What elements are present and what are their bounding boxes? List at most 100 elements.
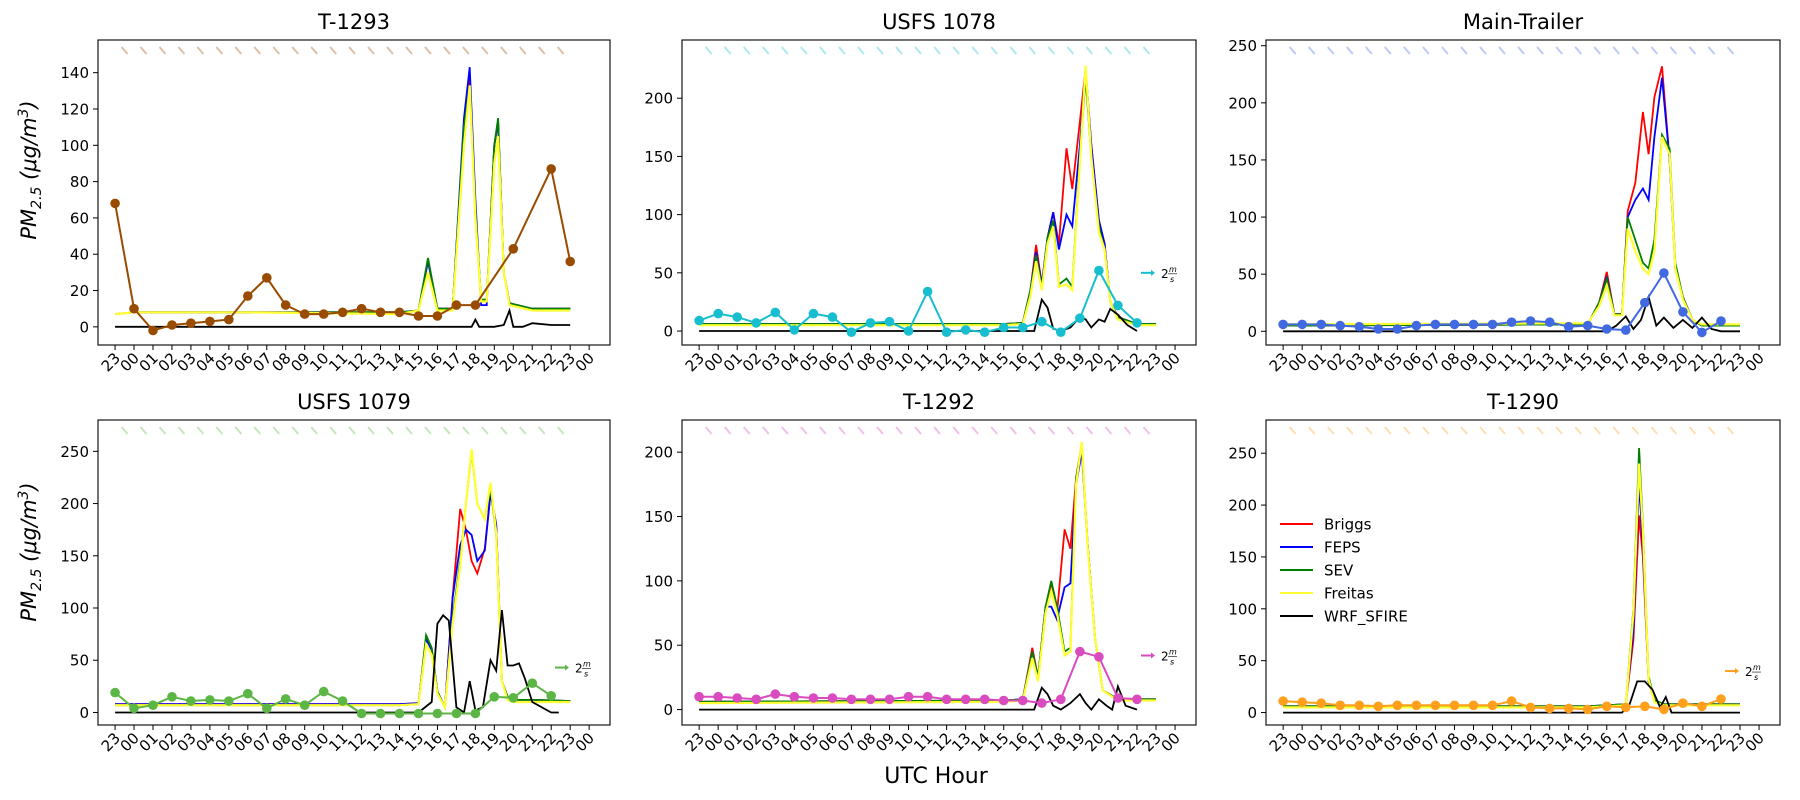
- x-tick-label: 00: [1158, 729, 1184, 755]
- series-lines: [110, 67, 575, 336]
- x-tick-label: 00: [572, 729, 598, 755]
- observed-point: [1602, 324, 1612, 334]
- observed-point: [1411, 320, 1422, 331]
- observed-point: [1373, 324, 1384, 334]
- wind-arrow: [1028, 426, 1037, 435]
- svg-text:s: s: [1754, 673, 1758, 682]
- y-tick-label: 200: [60, 495, 89, 513]
- line-wrf_sfire: [699, 683, 1138, 712]
- y-tick-label: 150: [644, 508, 673, 526]
- observed-point: [129, 703, 139, 714]
- wind-arrow: [215, 426, 224, 435]
- wind-arrow: [253, 46, 262, 55]
- legend-label: FEPS: [1324, 539, 1361, 557]
- line-sev: [1283, 131, 1740, 327]
- svg-text:m: m: [1753, 663, 1761, 672]
- observed-point: [903, 326, 914, 336]
- wind-arrow: [1536, 426, 1544, 435]
- axes-frame: [1265, 39, 1781, 346]
- wind-arrow: [1047, 426, 1056, 435]
- y-tick-label: 150: [1228, 151, 1257, 169]
- wind-arrow: [914, 426, 922, 435]
- wind-arrow: [1593, 426, 1602, 435]
- observed-point: [129, 303, 139, 314]
- observed-point: [1659, 268, 1669, 278]
- wind-arrow: [1707, 46, 1716, 55]
- observed-point: [1373, 701, 1384, 712]
- observed-point: [713, 691, 723, 702]
- observed-point: [1621, 325, 1631, 335]
- wind-arrow: [291, 46, 299, 55]
- wind-arrow: [1669, 46, 1678, 55]
- wind-arrow: [234, 46, 243, 55]
- wind-arrow: [742, 426, 751, 435]
- observed-point: [1716, 316, 1726, 326]
- observed-point: [1316, 698, 1326, 708]
- wind-arrow: [291, 426, 299, 435]
- wind-arrow: [1631, 426, 1640, 435]
- observed-point: [1335, 700, 1345, 711]
- observed-point: [508, 693, 519, 703]
- observed-point: [148, 700, 158, 710]
- observed-point: [1716, 694, 1726, 704]
- wind-vectors: [1288, 426, 1735, 435]
- y-axis-label-top: PM2.5 (μg/m3): [16, 100, 45, 239]
- y-tick-label: 250: [60, 443, 89, 461]
- panel-t-1292: T-12920501001502002300010203040506070809…: [644, 390, 1197, 755]
- wind-arrow: [462, 426, 470, 435]
- y-axis-label-bottom: PM2.5 (μg/m3): [16, 482, 45, 621]
- observed-point: [827, 693, 838, 703]
- wind-arrow: [424, 46, 432, 55]
- y-tick-label: 0: [79, 704, 89, 722]
- svg-text:s: s: [584, 670, 588, 679]
- y-tick-label: 0: [79, 318, 89, 336]
- observed-point: [732, 312, 742, 322]
- observed-point: [1468, 319, 1479, 330]
- wind-arrow: [1384, 426, 1392, 435]
- observed-point: [1506, 317, 1517, 328]
- y-tick-label: 150: [644, 148, 673, 166]
- y-tick-label: 140: [60, 64, 89, 82]
- wind-arrow: [556, 426, 565, 435]
- wind-arrow: [177, 46, 186, 55]
- line-wrf_sfire: [1283, 293, 1740, 333]
- wind-arrow: [1612, 426, 1621, 435]
- wind-arrow: [1085, 46, 1094, 55]
- wind-arrow: [1384, 46, 1392, 55]
- observed-point: [375, 708, 386, 719]
- wind-arrow: [762, 46, 770, 55]
- wind-arrow: [857, 46, 865, 55]
- panel-title: USFS 1079: [297, 390, 411, 414]
- wind-arrow: [990, 46, 998, 55]
- observed-point: [299, 700, 310, 710]
- wind-arrow: [500, 46, 508, 55]
- wind-arrow: [1650, 46, 1659, 55]
- wind-arrow: [120, 46, 129, 55]
- wind-arrow: [1123, 46, 1132, 55]
- y-tick-label: 50: [1238, 652, 1257, 670]
- observed-point: [470, 708, 481, 719]
- svg-text:2: 2: [1161, 650, 1169, 664]
- observed-point: [865, 694, 876, 705]
- observed-point: [337, 307, 348, 318]
- observed-point: [451, 300, 462, 310]
- observed-point: [922, 286, 933, 297]
- wind-arrow: [196, 46, 205, 55]
- wind-arrow: [1650, 426, 1659, 435]
- wind-arrow: [1009, 426, 1018, 435]
- observed-point: [1640, 701, 1650, 712]
- wind-arrow: [1726, 46, 1735, 55]
- wind-arrow: [800, 426, 808, 435]
- observed-point: [1678, 698, 1688, 708]
- observed-point: [432, 311, 443, 321]
- observed-point: [827, 312, 838, 322]
- line-freitas: [699, 441, 1156, 705]
- observed-point: [451, 708, 462, 719]
- y-tick-label: 200: [1228, 94, 1257, 112]
- observed-point: [1582, 704, 1593, 715]
- wind-vectors: [704, 426, 1151, 435]
- svg-text:PM2.5 (μg/m3): PM2.5 (μg/m3): [16, 100, 45, 239]
- wind-arrow: [838, 426, 846, 435]
- observed-point: [846, 694, 857, 705]
- wind-arrow: [1307, 426, 1316, 435]
